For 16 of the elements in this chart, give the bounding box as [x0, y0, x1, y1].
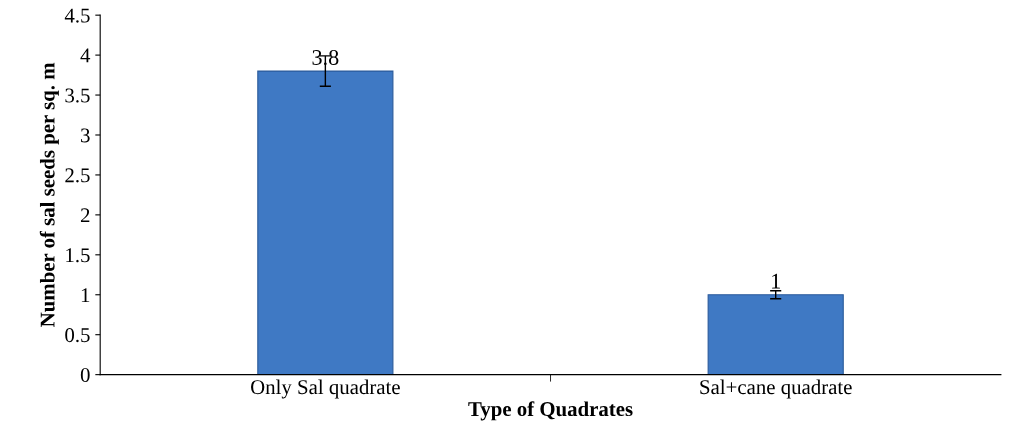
- y-tick-label: 4.5: [64, 8, 90, 23]
- y-tick-label: 3: [81, 128, 90, 143]
- y-tick-label: 2: [80, 208, 90, 223]
- y-tick-label: 0: [80, 368, 90, 383]
- y-tick-label: 4: [80, 48, 91, 63]
- y-tick-label: 0.5: [65, 328, 90, 343]
- x-tick-label: Only Sal quadrate: [251, 379, 400, 399]
- y-tick-label: 1.5: [66, 248, 90, 263]
- y-tick-label: 2.5: [65, 168, 90, 183]
- y-tick-label: 1: [81, 288, 90, 302]
- data-label: 1: [772, 273, 780, 289]
- x-tick-label: Sal+cane quadrate: [700, 379, 852, 399]
- y-axis-title: Number of sal seeds per sq. m: [39, 62, 59, 327]
- data-label: 3.8: [312, 49, 339, 66]
- y-tick-label: 3.5: [65, 88, 90, 103]
- x-axis-title: Type of Quadrates: [468, 401, 633, 421]
